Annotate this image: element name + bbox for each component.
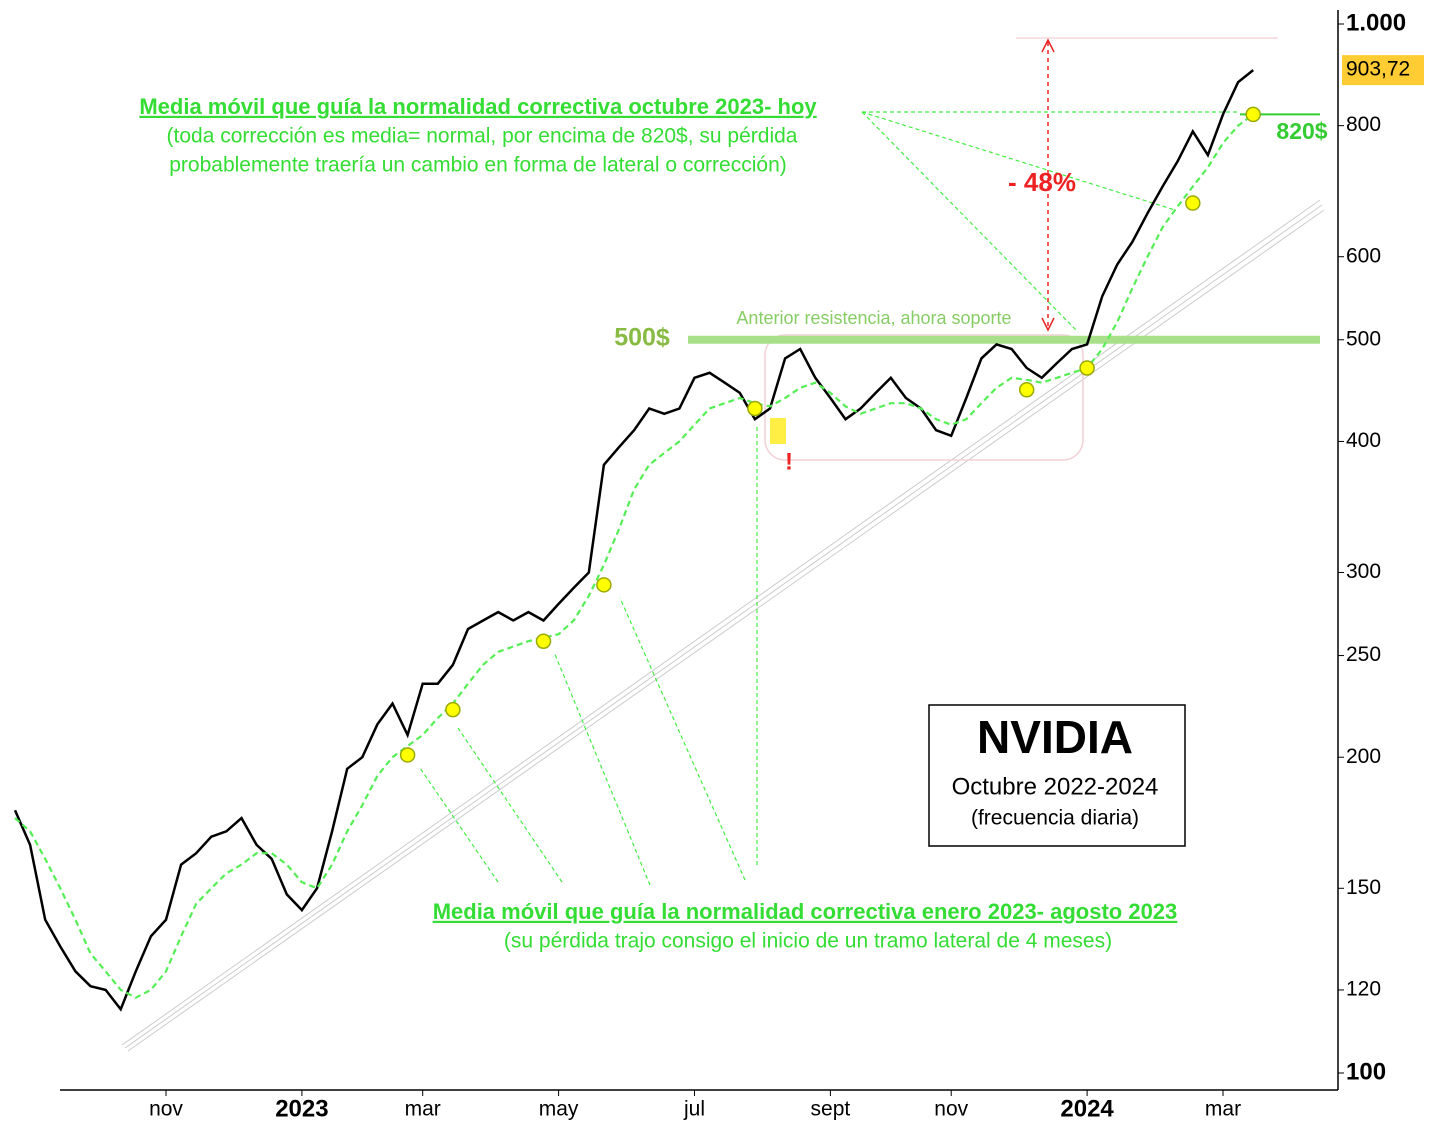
pointer (419, 767, 499, 883)
y-tick-label: 300 (1346, 560, 1381, 583)
y-tick-label: 100 (1346, 1058, 1386, 1085)
y-tick-label: 250 (1346, 643, 1381, 666)
x-tick-label: may (539, 1098, 579, 1121)
y-tick-label: 800 (1346, 113, 1381, 136)
annotation: 820$ (1276, 118, 1327, 144)
y-tick-label: 600 (1346, 244, 1381, 267)
annotation: Media móvil que guía la normalidad corre… (139, 94, 817, 119)
pointer (619, 597, 746, 881)
touch-point (1245, 106, 1261, 123)
range-box (764, 334, 1084, 461)
y-tick-label: 150 (1346, 876, 1381, 899)
pointer (861, 111, 1079, 333)
x-tick-label: jul (683, 1098, 705, 1121)
annotation: NVIDIA (977, 711, 1133, 763)
pointer (553, 651, 651, 886)
annotation: - 48% (1008, 167, 1076, 197)
pointer (861, 111, 1176, 211)
y-tick-label: 500 (1346, 327, 1381, 350)
touch-point (535, 633, 552, 649)
touch-point (596, 577, 612, 593)
touch-point (747, 400, 763, 417)
annotation: ! (785, 448, 793, 475)
touch-point (1079, 360, 1095, 376)
x-tick-label: nov (149, 1098, 183, 1121)
touch-point (1018, 382, 1035, 398)
legend-box (928, 704, 1186, 847)
pointer-arrows (419, 111, 1240, 886)
highlight (770, 418, 786, 444)
annotation: (frecuencia diaria) (971, 807, 1139, 830)
x-tick-label: mar (405, 1098, 441, 1121)
annotation: 500$ (614, 324, 670, 352)
touch-point (1185, 195, 1201, 211)
trend-line (127, 209, 1325, 1052)
moving-average (14, 113, 1254, 999)
annotation: Octubre 2022-2024 (952, 773, 1159, 800)
touch-point (445, 701, 461, 718)
y-tick-label: 400 (1346, 429, 1381, 452)
y-tick-label: 200 (1346, 745, 1381, 768)
touch-point (399, 747, 416, 763)
annotation: Media móvil que guía la normalidad corre… (433, 899, 1178, 924)
price-line (13, 69, 1254, 1012)
x-tick-label: mar (1205, 1098, 1241, 1121)
x-tick-label: sept (811, 1098, 851, 1121)
last-price-box (1342, 55, 1424, 86)
arrow-head (1041, 38, 1055, 332)
x-tick-label: 2023 (275, 1095, 328, 1122)
x-tick-label: 2024 (1060, 1095, 1114, 1122)
last-price-label: 903,72 (1346, 58, 1410, 81)
x-tick-label: nov (934, 1098, 968, 1121)
trend-line (124, 204, 1323, 1049)
pointer (457, 727, 563, 883)
annotation: (toda corrección es media= normal, por e… (167, 125, 798, 148)
annotation: (su pérdida trajo consigo el inicio de u… (504, 930, 1112, 953)
annotation: probablemente traería un cambio en forma… (169, 154, 787, 177)
y-tick-label: 120 (1346, 977, 1381, 1000)
y-tick-label: 1.000 (1346, 9, 1406, 36)
annotation: Anterior resistencia, ahora soporte (736, 308, 1011, 328)
